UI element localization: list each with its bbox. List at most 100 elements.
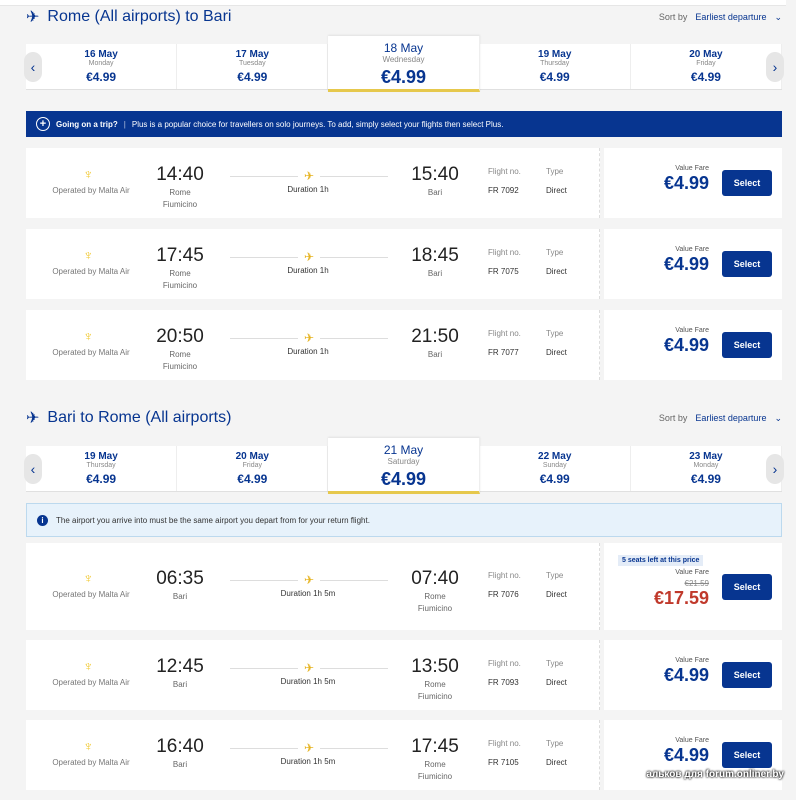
date-label: 16 May (84, 49, 118, 60)
next-dates-button[interactable]: › (766, 52, 784, 82)
select-flight-button[interactable]: Select (722, 662, 772, 688)
flight-no-value: FR 7093 (488, 678, 519, 687)
sort-label: Sort by (658, 413, 688, 423)
city-line: Bari (427, 188, 443, 197)
select-flight-button[interactable]: Select (722, 170, 772, 196)
city-line: Bari (172, 760, 188, 769)
watermark: альков для forum.onliner.by (646, 769, 784, 780)
date-tab[interactable]: 17 May Tuesday €4.99 (177, 44, 329, 89)
type-value: Direct (546, 348, 567, 357)
city-line: Rome (169, 269, 191, 278)
plane-icon: ✈ (298, 169, 321, 183)
flight-no-label: Flight no. (488, 739, 521, 748)
fare-price: €4.99 (663, 745, 709, 765)
select-flight-button[interactable]: Select (722, 573, 772, 600)
date-price: €4.99 (86, 472, 117, 486)
departure-city: Bari (140, 759, 220, 771)
day-label: Thursday (540, 60, 570, 67)
day-label: Monday (88, 60, 114, 67)
fare-type: Value Fare (675, 246, 709, 253)
arrival-time: 18:45 (411, 245, 459, 266)
operator-text: Operated by Malta Air (52, 348, 130, 357)
arrival-city: Bari (395, 349, 475, 361)
city-line: Rome (424, 680, 446, 689)
sort-dropdown[interactable]: Sort by Earliest departure ⌄ (659, 12, 782, 23)
fare-price: €4.99 (663, 173, 709, 193)
flight-no-label: Flight no. (488, 248, 521, 257)
flight-no-label: Flight no. (488, 329, 521, 338)
city-line: Fiumicino (417, 692, 453, 701)
select-flight-button[interactable]: Select (722, 251, 772, 277)
date-label: 19 May (538, 49, 572, 60)
duration-text: Duration 1h (287, 347, 329, 356)
date-price: €4.99 (380, 469, 427, 489)
type-label: Type (546, 167, 564, 176)
banner-separator: | (123, 119, 126, 129)
operator-text: Operated by Malta Air (52, 678, 130, 687)
type-label: Type (546, 248, 564, 257)
flight-card[interactable]: ♆ Operated by Malta Air 14:40 Rome Fiumic… (26, 148, 782, 218)
type-label: Type (546, 329, 564, 338)
day-label: Tuesday (239, 60, 266, 67)
date-tab[interactable]: 19 May Thursday €4.99 (26, 446, 178, 491)
chevron-left-icon: ‹ (30, 59, 36, 75)
fare-type: Value Fare (675, 657, 709, 664)
flight-card[interactable]: ♆ Operated by Malta Air 12:45 Bari ✈ Dur… (26, 640, 782, 710)
flight-card[interactable]: ♆ Operated by Malta Air 20:50 Rome Fiumic… (26, 310, 782, 380)
arrival-city: Bari (395, 187, 475, 199)
section-title-text: Rome (All airports) to Bari (47, 8, 232, 25)
city-line: Fiumicino (162, 200, 198, 209)
top-bar (0, 0, 786, 6)
select-flight-button[interactable]: Select (722, 332, 772, 358)
date-price: €4.99 (86, 70, 117, 84)
duration-text: Duration 1h 5m (280, 677, 336, 686)
next-dates-button[interactable]: › (766, 454, 784, 484)
arrival-time: 13:50 (411, 656, 459, 677)
sort-dropdown[interactable]: Sort by Earliest departure ⌄ (659, 413, 782, 424)
day-label: Wednesday (382, 55, 425, 64)
day-label: Friday (696, 60, 716, 67)
chevron-left-icon: ‹ (30, 461, 36, 477)
arrival-city: Bari (395, 268, 475, 280)
date-tab[interactable]: 19 May Thursday €4.99 (480, 44, 631, 89)
date-label: 21 May (383, 443, 424, 457)
outbound-section-title: ✈ Rome (All airports) to Bari (26, 7, 231, 27)
prev-dates-button[interactable]: ‹ (24, 454, 42, 484)
date-tab[interactable]: 21 May Saturday €4.99 (328, 438, 480, 494)
select-flight-button[interactable]: Select (722, 742, 772, 768)
flight-card[interactable]: ♆ Operated by Malta Air 17:45 Rome Fiumic… (26, 229, 782, 299)
flight-card[interactable]: ♆ Operated by Malta Air 16:40 Bari ✈ Dur… (26, 720, 782, 790)
duration-text: Duration 1h (287, 266, 329, 275)
type-value: Direct (546, 678, 567, 687)
departure-city: Bari (140, 591, 220, 603)
flight-card[interactable]: ♆ Operated by Malta Air 06:35 Bari ✈ Dur… (26, 543, 782, 630)
arrival-city: Rome Fiumicino (395, 679, 475, 703)
type-value: Direct (546, 758, 567, 767)
date-tab[interactable]: 20 May Friday €4.99 (177, 446, 329, 491)
chevron-down-icon: ⌄ (774, 12, 782, 22)
city-line: Rome (424, 760, 446, 769)
date-tab[interactable]: 16 May Monday €4.99 (26, 44, 178, 89)
date-price: €4.99 (539, 70, 570, 84)
prev-dates-button[interactable]: ‹ (24, 52, 42, 82)
plus-circle-icon: + (36, 117, 50, 131)
city-line: Fiumicino (417, 772, 453, 781)
fare-price: €4.99 (663, 335, 709, 355)
date-tab[interactable]: 18 May Wednesday €4.99 (328, 36, 480, 92)
flight-no-value: FR 7076 (488, 589, 519, 599)
fare-price: €4.99 (663, 254, 709, 274)
date-label: 18 May (383, 41, 424, 55)
date-price: €4.99 (237, 472, 268, 486)
plane-icon: ✈ (298, 572, 321, 587)
operator-text: Operated by Malta Air (52, 186, 130, 195)
date-tab[interactable]: 20 May Friday €4.99 (631, 44, 783, 89)
date-tab[interactable]: 22 May Sunday €4.99 (480, 446, 631, 491)
original-price: €21.59 (684, 578, 709, 588)
city-line: Fiumicino (162, 362, 198, 371)
type-value: Direct (546, 589, 567, 599)
city-line: Rome (169, 350, 191, 359)
banner-text: Plus is a popular choice for travellers … (131, 119, 504, 129)
departure-time: 06:35 (156, 567, 204, 589)
duration-text: Duration 1h 5m (280, 757, 336, 766)
date-tab[interactable]: 23 May Monday €4.99 (631, 446, 783, 491)
